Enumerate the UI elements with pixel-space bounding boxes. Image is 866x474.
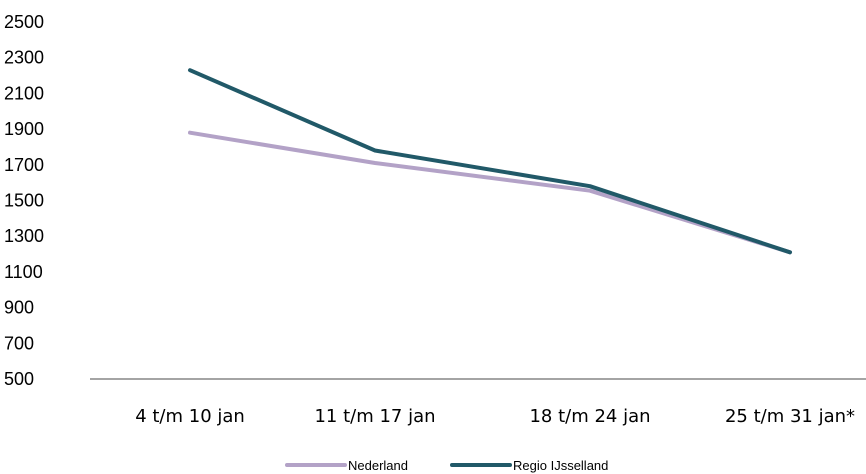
y-tick-label: 2300 — [4, 48, 44, 68]
series-lines — [188, 68, 792, 255]
y-tick-label: 700 — [4, 333, 34, 353]
legend-label-regio-ijsselland: Regio IJsselland — [513, 458, 608, 473]
x-tick-label: 25 t/m 31 jan* — [725, 406, 855, 427]
y-tick-label: 2100 — [4, 83, 44, 103]
legend-label-nederland: Nederland — [348, 458, 408, 473]
x-tick-label: 11 t/m 17 jan — [314, 406, 435, 427]
series-line-regio-ijsselland — [188, 68, 792, 255]
y-axis-ticks: 500 700 900 1100 1300 1500 1700 1900 2100 2300 250… — [4, 12, 44, 389]
x-tick-label: 4 t/m 10 jan — [135, 406, 245, 427]
y-tick-label: 1500 — [4, 191, 44, 211]
y-tick-label: 1900 — [4, 119, 44, 139]
x-axis-ticks: 4 t/m 10 jan 11 t/m 17 jan 18 t/m 24 jan 25… — [135, 406, 855, 427]
x-tick-label: 18 t/m 24 jan — [529, 406, 650, 427]
y-tick-label: 900 — [4, 298, 34, 318]
y-tick-label: 1100 — [4, 262, 43, 282]
y-tick-label: 2500 — [4, 12, 44, 32]
y-tick-label: 500 — [4, 369, 34, 389]
y-tick-label: 1300 — [4, 226, 44, 246]
y-tick-label: 1700 — [4, 155, 44, 175]
legend: Nederland Regio IJsselland — [285, 458, 608, 473]
series-line-nederland — [188, 130, 792, 255]
